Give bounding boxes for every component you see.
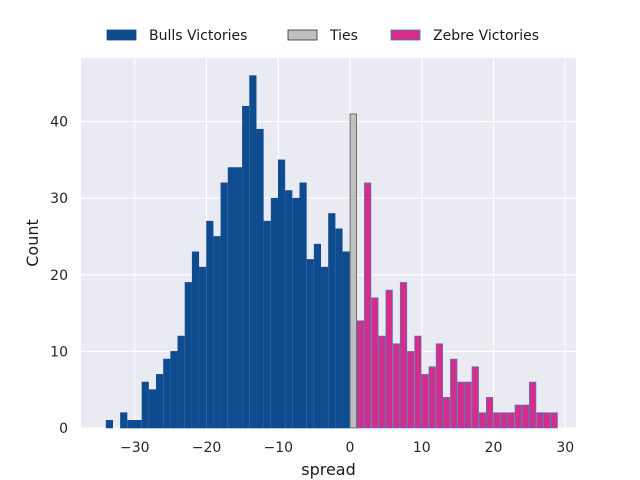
bar [134,420,142,429]
bar [249,75,257,429]
bar [313,243,322,429]
x-tick-label: 30 [556,440,574,456]
bar [500,412,508,429]
bar [170,351,178,429]
bar [335,228,343,429]
bar [127,420,135,429]
x-tick-label: 10 [413,440,431,456]
series-zebre-victories [356,182,558,429]
bar [306,259,314,429]
bar [442,397,451,429]
bar [199,266,207,429]
bar [414,335,422,429]
bar [407,351,415,429]
bar [156,374,164,429]
bar [292,197,300,429]
bar [105,420,113,429]
legend-swatch [287,29,318,41]
bar [191,251,200,429]
bar [285,190,293,429]
bar [507,412,515,429]
bars [105,75,558,429]
bar [356,320,365,429]
bar [342,251,350,429]
bar [421,374,429,429]
bar [242,105,250,429]
bar [428,366,436,429]
bar [536,412,544,429]
bar [328,213,336,429]
bar [471,366,479,429]
bar [148,389,157,429]
bar [450,358,458,429]
legend-label: Bulls Victories [149,28,247,44]
y-tick-label: 30 [50,191,68,207]
bar [256,128,264,429]
y-tick-label: 10 [50,344,68,360]
bar [529,381,537,429]
bar [435,343,443,429]
bar [120,412,128,429]
bar [493,412,501,429]
bar [263,220,271,429]
bar [514,404,522,429]
x-tick-label: −10 [264,440,294,456]
legend-label: Zebre Victories [433,28,539,44]
x-tick-label: 20 [485,440,503,456]
bar [364,182,372,429]
bar [550,412,558,429]
y-axis-label: Count [23,219,42,267]
legend-swatch [106,29,137,41]
bar [270,197,278,429]
bar [371,297,379,429]
bar [321,266,329,429]
legend-label: Ties [329,28,358,44]
bar [220,182,228,429]
bar [299,182,307,429]
x-axis-ticks: −30 −20 −10 0 10 20 30 [120,440,574,456]
x-axis-label: spread [301,460,356,479]
bar [163,358,171,429]
bar [234,167,243,429]
series-bulls-victories [105,75,350,429]
bar [177,335,185,429]
bar [227,167,235,429]
series-ties [349,113,357,429]
bar [184,282,192,429]
x-tick-label: −30 [120,440,150,456]
bar [213,236,221,429]
x-tick-label: −20 [192,440,222,456]
bar [464,381,472,429]
bar [349,113,357,429]
legend-swatch [390,29,421,41]
bar [543,412,551,429]
y-axis-ticks: 0 10 20 30 40 [50,115,68,437]
bar [277,159,286,429]
y-tick-label: 40 [50,115,68,131]
bar [385,289,393,429]
bar [399,282,408,429]
y-tick-label: 0 [59,421,68,437]
bar [206,220,214,429]
x-tick-label: 0 [346,440,355,456]
bar [378,335,386,429]
bar [141,381,149,429]
y-tick-label: 20 [50,268,68,284]
bar [457,381,465,429]
bar [392,343,400,429]
bar [486,397,494,429]
bar [478,412,487,429]
legend: Bulls Victories Ties Zebre Victories [106,28,539,44]
bar [521,404,530,429]
